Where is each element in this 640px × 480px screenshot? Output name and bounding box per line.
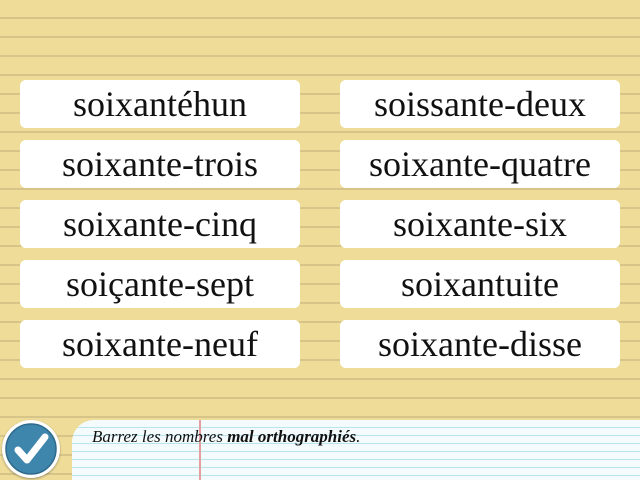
word-card-6[interactable]: soixante-six — [340, 200, 620, 248]
check-button[interactable] — [2, 420, 60, 478]
checkmark-icon — [5, 423, 57, 475]
word-card-1[interactable]: soixantéhun — [20, 80, 300, 128]
word-grid: soixantéhun soissante-deux soixante-troi… — [20, 80, 620, 368]
word-card-3[interactable]: soixante-trois — [20, 140, 300, 188]
instruction-emphasis: mal orthographiés — [227, 427, 357, 446]
instruction-suffix: . — [356, 427, 361, 446]
word-card-4[interactable]: soixante-quatre — [340, 140, 620, 188]
word-card-5[interactable]: soixante-cinq — [20, 200, 300, 248]
word-card-10[interactable]: soixante-disse — [340, 320, 620, 368]
instruction-text: Barrez les nombres mal orthographiés. — [92, 427, 360, 447]
word-card-8[interactable]: soixantuite — [340, 260, 620, 308]
instruction-prefix: Barrez les nombres — [92, 427, 228, 446]
word-card-2[interactable]: soissante-deux — [340, 80, 620, 128]
word-card-7[interactable]: soiçante-sept — [20, 260, 300, 308]
instruction-panel: Barrez les nombres mal orthographiés. — [72, 420, 640, 480]
word-card-9[interactable]: soixante-neuf — [20, 320, 300, 368]
